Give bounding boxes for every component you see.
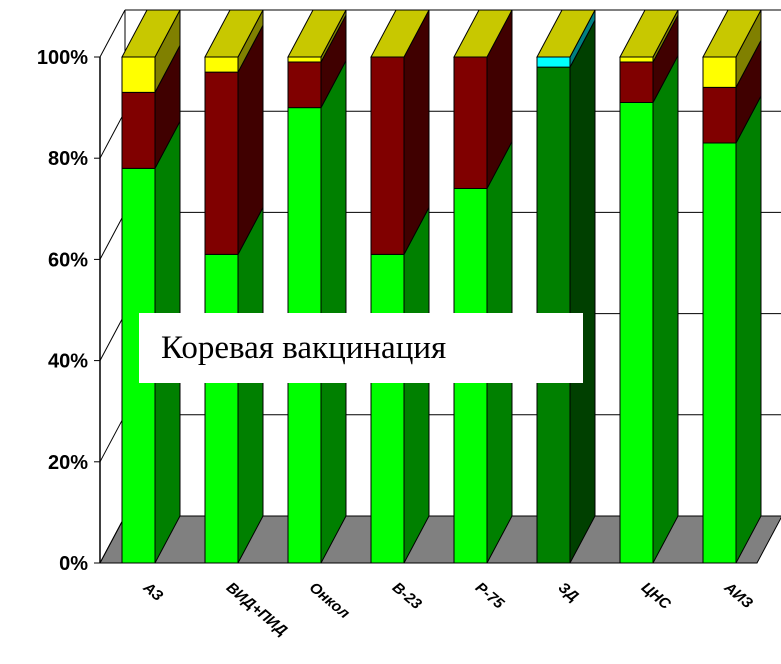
- gridline-side: [99, 414, 126, 463]
- category-label: Р-75: [472, 579, 508, 613]
- gridline-side: [99, 515, 126, 564]
- bar-stack: [453, 9, 513, 564]
- bar-stack: [121, 9, 181, 564]
- y-tick-label: 80%: [48, 148, 88, 170]
- bar-segment: [702, 142, 737, 564]
- bar-stack: [287, 9, 347, 564]
- y-tick-label: 60%: [48, 249, 88, 271]
- bar-segment: [287, 56, 322, 63]
- floor-plane: [99, 515, 781, 564]
- bar-top: [619, 9, 679, 58]
- chart-back-wall: [99, 9, 781, 564]
- bar-top: [453, 9, 513, 58]
- bar-segment: [287, 61, 322, 109]
- category-label: ЦНС: [638, 579, 675, 614]
- bar-segment-side: [735, 95, 762, 564]
- bar-segment-side: [403, 207, 430, 564]
- bar-segment: [453, 56, 488, 190]
- bar-top: [702, 9, 762, 58]
- gridline-side: [99, 9, 126, 58]
- gridline-side: [99, 212, 126, 260]
- bar-stack: [619, 9, 679, 564]
- chart-floor: [99, 515, 781, 564]
- bar-segment: [204, 253, 239, 564]
- bar-top: [204, 9, 264, 58]
- bar-segment: [619, 61, 654, 104]
- bar-top: [287, 9, 347, 58]
- bar-segment: [370, 56, 405, 255]
- bar-segment-side: [320, 60, 347, 564]
- gridline-side: [99, 110, 126, 159]
- category-label: ВИД+ПИД: [223, 579, 290, 639]
- gridline-side: [99, 313, 126, 361]
- bar-segment-side: [569, 19, 596, 564]
- bar-segment: [536, 56, 571, 68]
- bar-segment: [702, 86, 737, 144]
- bar-top: [536, 9, 596, 58]
- bar-segment: [121, 56, 156, 93]
- y-tick-labels: 0% 20% 40% 60% 80% 100%: [37, 47, 88, 575]
- annotation-text: Коревая вакцинация: [161, 329, 447, 366]
- category-label: Онкол: [306, 579, 353, 623]
- bar-stack: [536, 9, 596, 564]
- bar-stack: [370, 9, 430, 564]
- bar-segment: [619, 56, 654, 63]
- bar-stack: [204, 9, 264, 564]
- bar-segment: [370, 253, 405, 564]
- bars: [121, 9, 762, 564]
- y-tick-label: 20%: [48, 452, 88, 474]
- category-label: ЗД: [555, 579, 582, 605]
- y-tick-label: 100%: [37, 47, 88, 69]
- bar-segment-side: [652, 55, 679, 564]
- bar-segment: [121, 91, 156, 169]
- category-labels: АЗ ВИД+ПИД Онкол В-23 Р-75 ЗД ЦНС АИЗ: [139, 578, 756, 639]
- y-tick-label: 40%: [48, 351, 88, 373]
- bar-segment-side: [237, 207, 264, 564]
- category-label: АЗ: [139, 578, 166, 605]
- bar-stack: [702, 9, 762, 564]
- annotation-box: Коревая вакцинация: [139, 313, 583, 383]
- category-label: В-23: [389, 579, 425, 613]
- bar-segment: [702, 56, 737, 88]
- bar-top: [370, 9, 430, 58]
- bar-segment: [204, 71, 239, 255]
- bar-top: [121, 9, 181, 58]
- bar-segment: [619, 102, 654, 564]
- y-tick-label: 0%: [59, 553, 88, 575]
- bar-segment: [204, 56, 239, 73]
- category-label: АИЗ: [720, 578, 756, 612]
